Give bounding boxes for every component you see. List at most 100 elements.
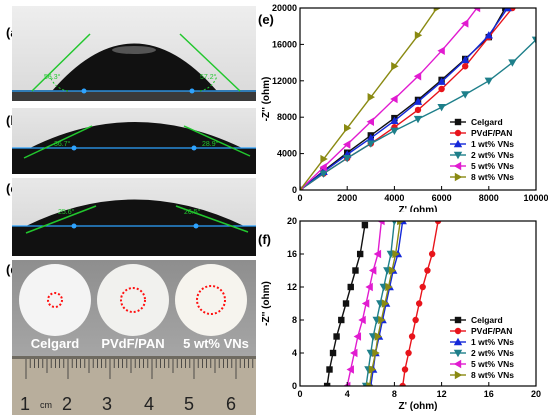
data-point: [366, 381, 374, 386]
sample-label-5wt-vns: 5 wt% VNs: [183, 336, 249, 351]
data-point: [462, 63, 469, 70]
ruler-number-2: 2: [62, 394, 72, 414]
legend-label: Celgard: [471, 117, 503, 127]
ruler-number-4: 4: [144, 394, 154, 414]
legend-label: PVdF/PAN: [471, 128, 512, 138]
data-point: [437, 46, 445, 55]
data-point: [508, 59, 517, 67]
panel-label-e: (e): [258, 12, 274, 27]
data-point: [373, 249, 382, 259]
data-point: [342, 300, 350, 307]
data-point: [419, 283, 426, 291]
ruler-number-6: 6: [226, 394, 236, 414]
droplet-a: 56.3° 57.2°: [12, 33, 256, 101]
data-point: [368, 365, 377, 374]
series-5-wt-vns: [343, 221, 385, 386]
panel-label-f: (f): [258, 232, 271, 247]
ruler-number-5: 5: [184, 394, 194, 414]
x-tick-label: 6000: [432, 193, 452, 203]
data-point: [414, 106, 422, 114]
ruler-number-1: 1: [20, 394, 30, 414]
data-point: [399, 382, 406, 386]
data-point: [437, 77, 446, 85]
data-point: [338, 316, 345, 324]
data-point: [352, 267, 359, 274]
series-pvdf-pan: [399, 221, 442, 386]
plot-frame: [299, 7, 537, 191]
x-tick-label: 0: [297, 389, 302, 399]
y-tick-label: 16000: [272, 39, 297, 49]
data-point: [461, 19, 469, 28]
data-point: [454, 327, 462, 335]
series-5-wt-vns: [300, 8, 481, 190]
y-tick-label: 16: [287, 249, 297, 259]
data-point: [438, 85, 445, 93]
droplet-c: 25.6° 26.5°: [12, 199, 256, 256]
y-tick-label: 12: [287, 282, 297, 292]
data-point: [356, 250, 364, 258]
data-point: [401, 366, 409, 373]
y-tick-label: 12000: [272, 76, 297, 86]
x-tick-label: 8: [392, 389, 397, 399]
y-tick-label: 8: [292, 315, 297, 325]
data-point: [392, 249, 400, 259]
data-point: [390, 127, 399, 136]
x-tick-label: 8000: [479, 193, 499, 203]
legend-label: 1 wt% VNs: [471, 139, 514, 149]
x-axis-label: Z' (ohm): [398, 205, 437, 212]
contact-angle-photo-b: 36.7° 28.9°: [12, 108, 256, 174]
data-point: [372, 348, 380, 358]
data-point: [414, 31, 423, 40]
legend-label: 8 wt% VNs: [471, 172, 514, 182]
x-tick-label: 12: [437, 389, 447, 399]
ruler: 1 cm 2 3 4 5 6: [12, 356, 256, 415]
data-point: [503, 8, 512, 12]
nyquist-plot-e: 0 2000 4000 6000 8000 10000 0 4000 8000 12000 1600…: [261, 3, 548, 212]
data-point: [366, 140, 375, 148]
data-point: [408, 333, 416, 340]
data-point: [454, 129, 462, 137]
y-tick-label: 4000: [277, 149, 297, 159]
data-point: [366, 117, 374, 126]
ruler-unit: cm: [40, 400, 52, 410]
data-point: [320, 154, 328, 164]
y-tick-label: 20000: [272, 3, 297, 13]
x-tick-label: 0: [297, 193, 302, 203]
x-tick-label: 10000: [523, 193, 548, 203]
sample-label-celgard: Celgard: [31, 336, 79, 351]
data-point: [428, 250, 436, 258]
data-point: [329, 349, 337, 357]
y-tick-label: 4: [292, 348, 297, 358]
legend-label: 8 wt% VNs: [471, 370, 514, 380]
data-point: [390, 94, 398, 104]
series-8-wt-vns: [366, 221, 405, 386]
data-point: [461, 91, 470, 99]
data-point: [413, 97, 423, 105]
data-point: [388, 266, 397, 275]
data-point: [484, 77, 493, 85]
series-line: [402, 221, 439, 386]
y-axis-label: -Z'' (ohm): [261, 77, 272, 122]
legend-label: 5 wt% VNs: [471, 359, 514, 369]
series-line: [300, 8, 478, 190]
x-tick-label: 20: [531, 389, 541, 399]
data-point: [397, 221, 405, 226]
data-point: [453, 151, 463, 160]
angle-left-b: 36.7°: [54, 140, 71, 148]
data-point: [413, 115, 423, 124]
data-point: [344, 123, 352, 133]
plot-frame: [299, 220, 537, 387]
legend-label: PVdF/PAN: [471, 326, 512, 336]
data-point: [454, 316, 462, 324]
ruler-number-3: 3: [102, 394, 112, 414]
data-point: [361, 221, 369, 229]
y-axis-label: -Z'' (ohm): [261, 281, 272, 326]
data-point: [434, 221, 442, 225]
data-point: [343, 140, 351, 149]
angle-right-c: 26.5°: [184, 208, 201, 216]
data-point: [484, 31, 493, 39]
series-line: [365, 221, 396, 386]
data-point: [390, 116, 399, 125]
